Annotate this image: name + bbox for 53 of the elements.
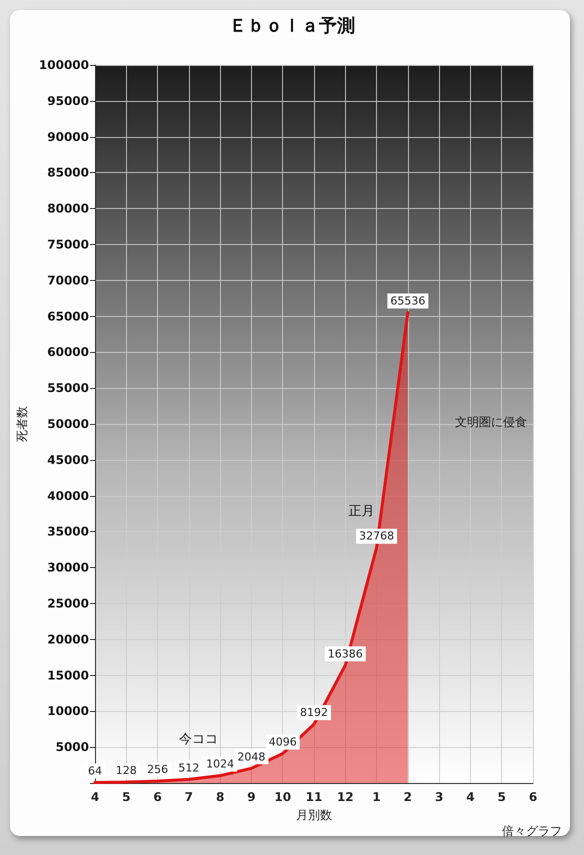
x-tick-label: 8 xyxy=(216,790,224,804)
y-tick-label: 70000 xyxy=(47,273,89,288)
data-label: 1024 xyxy=(206,758,234,771)
data-label: 16386 xyxy=(328,647,363,660)
data-label: 128 xyxy=(116,764,137,778)
data-label: 2048 xyxy=(237,750,266,764)
x-tick-label: 4 xyxy=(466,790,475,804)
x-tick-label: 5 xyxy=(122,790,130,804)
data-label: 4096 xyxy=(268,736,297,749)
x-tick-label: 1 xyxy=(372,790,381,804)
x-tick-label: 2 xyxy=(404,790,412,804)
x-tick-label: 7 xyxy=(184,790,194,804)
x-tick-label: 9 xyxy=(247,790,256,804)
y-tick-label: 80000 xyxy=(47,202,89,216)
y-tick-label: 30000 xyxy=(47,560,89,575)
y-tick-label: 60000 xyxy=(47,345,89,360)
y-tick-label: 35000 xyxy=(47,524,89,539)
x-tick-label: 4 xyxy=(90,790,100,804)
x-axis-title: 月別数 xyxy=(296,808,332,822)
y-tick-label: 65000 xyxy=(47,309,89,324)
text: 倍々グラフ xyxy=(502,824,562,838)
y-tick-label: 50000 xyxy=(47,417,89,431)
y-tick-label: 10000 xyxy=(47,704,89,718)
x-tick-label: 5 xyxy=(498,790,506,804)
y-tick-label: 40000 xyxy=(47,488,89,503)
y-axis-title: 死者数 xyxy=(15,406,29,442)
y-tick-label: 15000 xyxy=(47,668,89,682)
y-tick-label: 5000 xyxy=(56,740,89,754)
x-tick-label: 11 xyxy=(306,790,322,804)
y-tick-label: 75000 xyxy=(47,238,89,252)
y-tick-label: 95000 xyxy=(47,94,89,108)
y-tick-label: 45000 xyxy=(47,452,89,467)
x-tick-label: 10 xyxy=(274,790,292,804)
x-tick-label: 6 xyxy=(153,790,162,804)
x-tick-label: 3 xyxy=(434,790,444,804)
data-label: 512 xyxy=(178,761,200,774)
data-label: 8192 xyxy=(300,706,328,720)
x-tick-label: 6 xyxy=(528,790,538,804)
data-label: 32768 xyxy=(359,530,394,543)
annotation: 今ココ xyxy=(179,732,218,748)
annotation: 正月 xyxy=(348,504,375,520)
y-tick-label: 85000 xyxy=(47,166,89,180)
chart-title: Ｅｂｏｌａ予測 xyxy=(229,16,355,36)
annotation: 文明圏に侵食 xyxy=(455,415,527,429)
y-tick-label: 55000 xyxy=(47,381,89,396)
data-label: 65536 xyxy=(390,294,426,308)
x-tick-label: 12 xyxy=(336,790,354,804)
data-label: 64 xyxy=(88,764,102,778)
y-tick-label: 90000 xyxy=(47,130,89,144)
data-label: 256 xyxy=(147,763,168,776)
y-tick-label: 20000 xyxy=(47,632,89,646)
y-tick-label: 25000 xyxy=(47,596,89,610)
y-tick-label: 100000 xyxy=(38,58,89,72)
